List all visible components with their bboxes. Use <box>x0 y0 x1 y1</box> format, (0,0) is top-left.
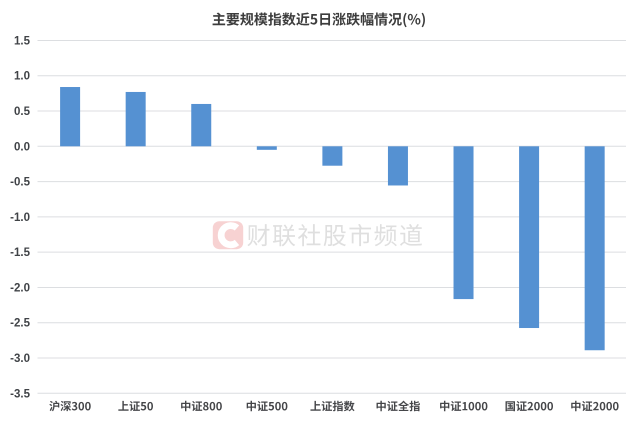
svg-text:0.0: 0.0 <box>14 141 30 153</box>
svg-text:-3.0: -3.0 <box>10 353 30 365</box>
svg-text:-2.0: -2.0 <box>10 282 30 294</box>
svg-text:-3.5: -3.5 <box>10 388 30 400</box>
svg-text:-1.5: -1.5 <box>10 247 30 259</box>
svg-text:1.5: 1.5 <box>14 35 31 47</box>
svg-text:1.0: 1.0 <box>14 71 30 83</box>
svg-text:-2.5: -2.5 <box>10 318 30 330</box>
svg-text:-0.5: -0.5 <box>10 177 30 189</box>
svg-text:0.5: 0.5 <box>14 106 31 118</box>
svg-text:-1.0: -1.0 <box>10 212 30 224</box>
